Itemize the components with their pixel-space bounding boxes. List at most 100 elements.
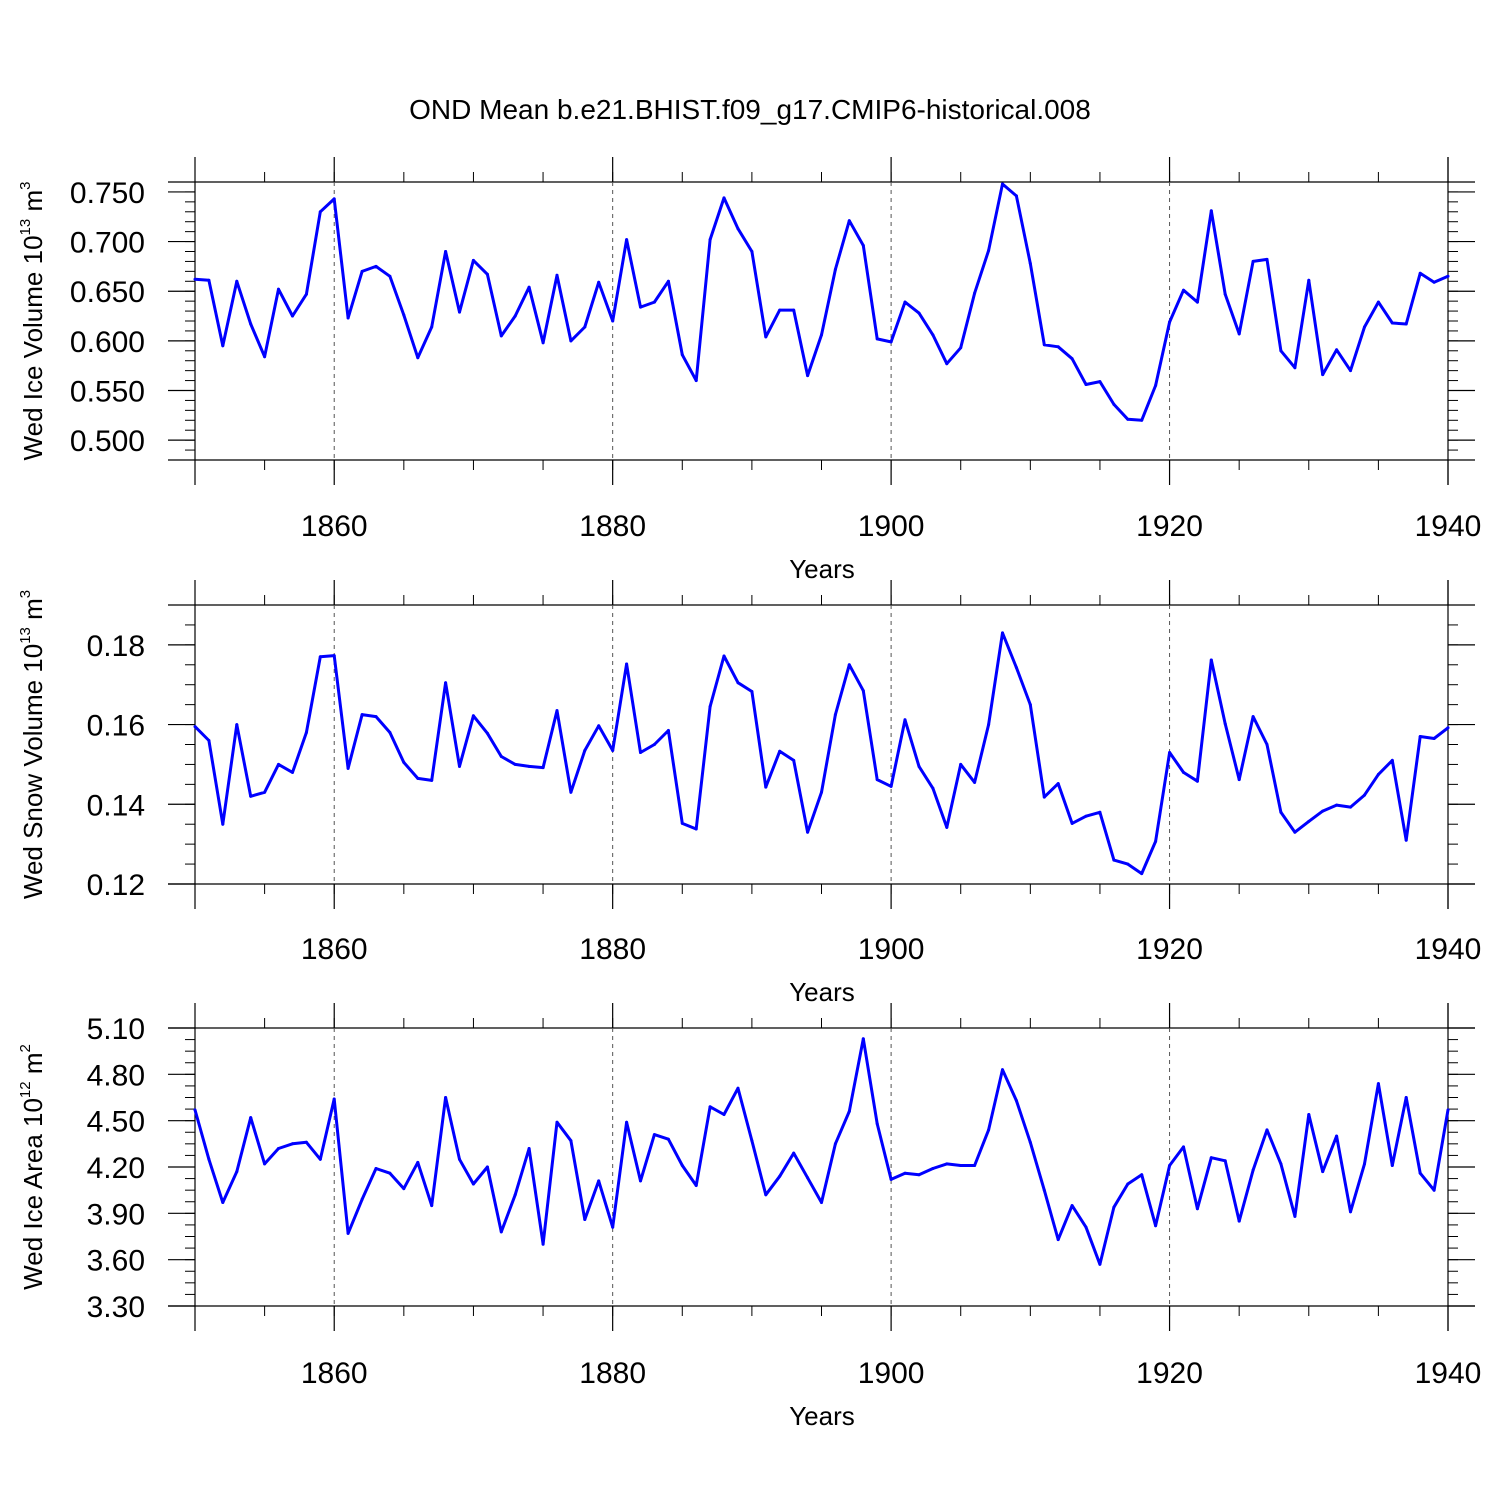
ice-volume-data-point — [513, 314, 517, 318]
snow-volume-data-point — [1195, 779, 1199, 783]
ice-volume-data-point — [541, 341, 545, 345]
snow-volume-data-point — [917, 764, 921, 768]
snow-volume-data-point — [1279, 810, 1283, 814]
snow-volume-data-point — [736, 681, 740, 685]
ice-area-data-point — [959, 1164, 963, 1167]
ice-volume-data-point — [736, 227, 740, 231]
ice-volume-data-point — [499, 334, 503, 338]
ice-volume-data-point — [1418, 271, 1422, 275]
snow-volume-data-point — [402, 760, 406, 764]
snow-volume-data-point — [1390, 758, 1394, 762]
snow-volume-data-point — [1001, 631, 1004, 635]
ice-area-data-point — [708, 1105, 712, 1109]
snow-volume-data-point — [666, 729, 670, 732]
snow-volume-data-point — [1376, 772, 1380, 776]
ice-volume-data-point — [569, 339, 573, 343]
snow-volume-data-point — [1335, 803, 1339, 807]
ice-area-data-point — [1390, 1164, 1394, 1167]
snow-volume-data-point — [1265, 743, 1269, 746]
snow-volume-data-point — [1112, 858, 1116, 862]
ice-area-data-point — [973, 1164, 977, 1167]
ice-area-data-point — [318, 1157, 322, 1161]
ice-volume-data-point — [806, 374, 810, 378]
snow-volume-y-tick-label: 0.14 — [87, 789, 145, 822]
ice-area-data-point — [1432, 1188, 1436, 1192]
ice-area-data-point — [1168, 1164, 1172, 1167]
ice-volume-data-point — [1404, 322, 1408, 326]
ice-area-data-point — [820, 1201, 823, 1204]
ice-area-data-point — [639, 1179, 642, 1183]
ice-volume-data-point — [1195, 300, 1199, 304]
ice-area-y-tick-label: 4.20 — [87, 1152, 145, 1185]
ice-volume-data-point — [1209, 209, 1213, 213]
snow-volume-y-tick-label: 0.16 — [87, 710, 145, 743]
ice-volume-data-point — [597, 280, 601, 284]
ice-area-data-point — [1084, 1225, 1088, 1229]
ice-area-data-point — [903, 1171, 907, 1175]
ice-area-data-point — [1154, 1224, 1158, 1228]
ice-area-data-point — [304, 1140, 308, 1144]
ice-volume-data-point — [875, 337, 879, 341]
ice-volume-data-point — [945, 362, 949, 366]
ice-volume-data-point — [1335, 348, 1339, 352]
snow-volume-data-point — [458, 764, 461, 768]
ice-volume-data-point — [764, 335, 768, 339]
snow-volume-data-point — [318, 655, 322, 659]
ice-area-data-point — [1112, 1205, 1116, 1209]
snow-volume-data-point — [1168, 751, 1172, 754]
snow-volume-data-point — [235, 723, 239, 727]
ice-area-data-point — [917, 1173, 921, 1177]
ice-area-data-point — [778, 1174, 782, 1178]
ice-volume-data-point — [792, 308, 796, 312]
ice-area-data-point — [1182, 1145, 1185, 1149]
snow-volume-data-point — [708, 705, 712, 709]
snow-volume-data-point — [221, 822, 225, 826]
ice-volume-data-point — [471, 258, 475, 262]
ice-area-data-point — [1446, 1108, 1450, 1112]
ice-volume-y-tick-label: 0.650 — [70, 276, 145, 309]
ice-area-data-point — [235, 1170, 239, 1174]
ice-volume-data-point — [388, 274, 392, 278]
ice-area-data-point — [416, 1160, 420, 1164]
ice-volume-data-point — [1446, 274, 1450, 278]
ice-area-y-tick-label: 4.80 — [87, 1059, 145, 1092]
ice-area-data-point — [1265, 1128, 1269, 1132]
ice-area-data-point — [1195, 1207, 1199, 1211]
ice-volume-data-point — [861, 244, 865, 247]
snow-volume-data-point — [346, 766, 350, 770]
ice-area-data-point — [847, 1109, 851, 1113]
snow-volume-data-point — [625, 662, 629, 666]
ice-volume-data-point — [291, 314, 294, 318]
ice-volume-data-point — [430, 325, 434, 329]
ice-area-data-point — [1042, 1188, 1046, 1192]
ice-volume-data-point — [833, 267, 837, 271]
ice-area-data-point — [1335, 1134, 1339, 1138]
ice-volume-data-point — [1307, 278, 1311, 282]
ice-area-data-point — [263, 1162, 267, 1166]
snow-volume-data-point — [569, 790, 573, 794]
snow-volume-data-point — [1070, 821, 1074, 825]
ice-area-data-point — [499, 1230, 503, 1234]
ice-area-data-point — [1056, 1238, 1060, 1242]
ice-volume-data-point — [820, 333, 823, 337]
ice-volume-data-point — [680, 353, 684, 357]
snow-volume-data-point — [499, 755, 503, 758]
ice-volume-data-point — [1014, 194, 1018, 198]
ice-area-data-point — [1140, 1173, 1144, 1177]
ice-area-data-point — [861, 1037, 865, 1041]
snow-volume-data-point — [764, 785, 768, 789]
ice-area-data-point — [1321, 1170, 1325, 1174]
snow-volume-data-point — [652, 743, 656, 746]
ice-area-data-point — [1404, 1096, 1408, 1099]
ice-volume-data-point — [931, 333, 935, 337]
ice-area-data-point — [625, 1120, 629, 1124]
ice-area-data-point — [666, 1137, 670, 1141]
ice-area-panel: 1860 1880 1900 1920 1940 3.30 3.60 3.90 4.20 4.50… — [17, 1003, 1481, 1431]
snow-volume-x-tick-label: 1940 — [1415, 933, 1482, 966]
ice-volume-data-point — [750, 250, 754, 253]
ice-volume-data-point — [1140, 418, 1144, 422]
ice-volume-data-point — [304, 292, 308, 296]
ice-area-data-point — [833, 1142, 837, 1146]
ice-area-data-point — [694, 1184, 698, 1187]
